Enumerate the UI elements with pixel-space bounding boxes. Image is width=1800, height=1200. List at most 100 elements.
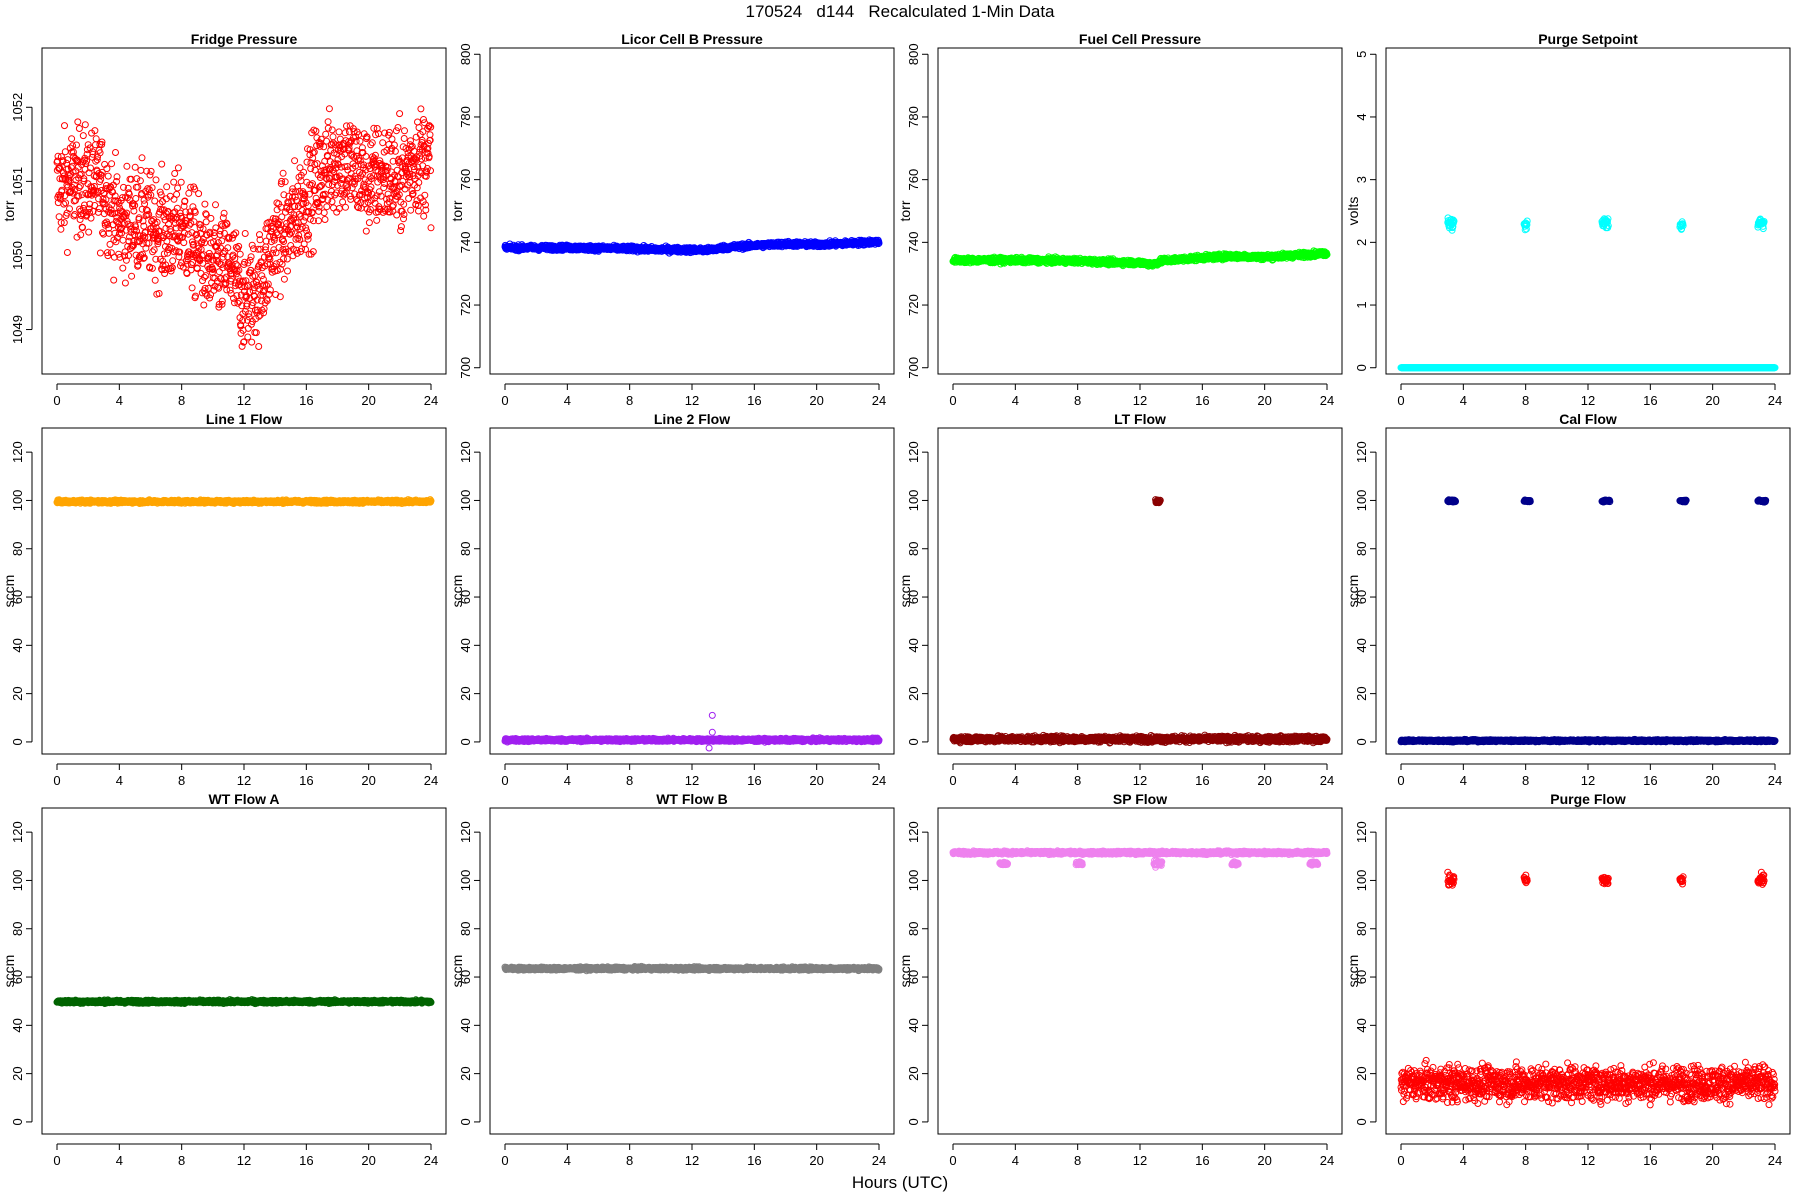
data-point	[101, 160, 109, 168]
data-point	[300, 217, 308, 225]
data-point	[219, 253, 227, 261]
data-point	[363, 133, 371, 141]
data-point	[324, 196, 332, 204]
data-point	[368, 139, 376, 147]
data-point	[420, 212, 428, 220]
data-point	[75, 184, 83, 191]
x-tick-label: 0	[53, 393, 60, 408]
data-point	[224, 244, 232, 252]
data-point	[253, 296, 261, 304]
data-point	[328, 140, 336, 148]
data-point	[275, 244, 283, 251]
data-point	[58, 186, 66, 194]
data-point	[174, 164, 182, 172]
data-point	[233, 270, 241, 278]
data-point	[295, 173, 303, 181]
data-point	[264, 280, 272, 288]
data-point	[255, 343, 263, 350]
data-point	[285, 192, 293, 200]
data-point	[55, 213, 63, 221]
y-tick-label: 700	[906, 357, 921, 379]
data-point	[303, 227, 310, 235]
data-point	[95, 205, 103, 213]
data-point	[153, 218, 161, 226]
data-point	[69, 148, 77, 156]
data-point	[114, 209, 122, 217]
x-tick-label: 16	[299, 393, 313, 408]
data-point	[280, 238, 288, 245]
data-point	[283, 255, 291, 263]
data-point	[282, 248, 290, 256]
data-point	[335, 128, 343, 136]
data-point	[301, 190, 309, 198]
y-tick-label: 740	[906, 231, 921, 253]
data-point	[300, 168, 308, 176]
data-point	[147, 167, 155, 175]
data-point	[247, 253, 255, 261]
data-point	[57, 219, 65, 227]
panel-title: Fuel Cell Pressure	[1079, 31, 1201, 47]
data-point	[191, 185, 199, 193]
data-point	[183, 270, 191, 277]
data-point	[214, 283, 222, 291]
data-point	[202, 210, 210, 218]
data-point	[182, 257, 190, 265]
x-tick-label: 16	[1195, 393, 1209, 408]
data-points	[1397, 214, 1779, 372]
data-point	[258, 272, 266, 280]
data-point	[125, 252, 132, 259]
data-point	[250, 245, 257, 253]
data-point	[147, 191, 155, 199]
data-point	[192, 292, 199, 300]
x-tick-label: 20	[361, 393, 375, 408]
data-point	[260, 309, 268, 317]
data-point	[207, 291, 215, 299]
data-point	[148, 264, 156, 272]
data-point	[60, 200, 68, 208]
data-point	[98, 141, 106, 148]
data-point	[152, 176, 160, 184]
data-point	[102, 196, 110, 204]
y-tick-label: 760	[906, 169, 921, 191]
data-point	[231, 299, 238, 307]
data-point	[151, 197, 159, 205]
data-point	[75, 125, 83, 132]
data-point	[104, 172, 112, 180]
data-point	[112, 238, 120, 246]
data-point	[180, 229, 188, 237]
data-point	[99, 229, 106, 237]
y-axis-label: volts	[1345, 197, 1361, 226]
data-point	[228, 234, 236, 242]
data-point	[120, 183, 127, 191]
data-point	[138, 190, 146, 197]
data-point	[248, 338, 256, 346]
data-point	[220, 209, 228, 217]
data-point	[229, 251, 237, 259]
data-point	[121, 252, 129, 260]
data-point	[67, 187, 75, 195]
x-tick-label: 8	[1074, 393, 1081, 408]
data-point	[293, 246, 301, 254]
data-point	[309, 248, 317, 256]
data-point	[110, 276, 118, 284]
data-point	[235, 266, 243, 274]
data-point	[322, 130, 330, 138]
data-point	[140, 254, 147, 262]
data-point	[296, 235, 304, 243]
data-point	[143, 207, 151, 215]
data-point	[173, 190, 181, 198]
data-point	[159, 262, 167, 269]
panel-title: Licor Cell B Pressure	[621, 31, 763, 47]
data-point	[322, 174, 330, 182]
data-point	[123, 162, 131, 170]
data-point	[202, 211, 210, 219]
data-point	[171, 170, 179, 177]
data-point	[344, 146, 352, 153]
data-point	[292, 196, 300, 204]
data-points	[501, 236, 883, 257]
x-tick-label: 12	[685, 393, 699, 408]
data-point	[266, 255, 274, 263]
data-point	[76, 182, 84, 190]
